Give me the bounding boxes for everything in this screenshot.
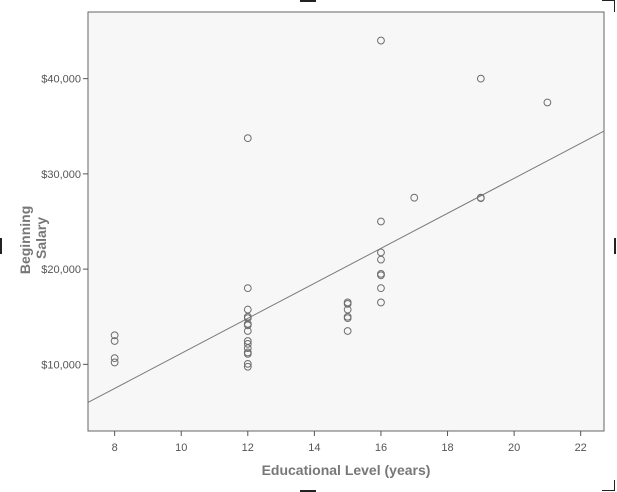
data-points [110, 36, 552, 371]
regression-line [87, 130, 605, 403]
data-point [343, 327, 352, 335]
resize-handle-top[interactable] [300, 0, 316, 2]
x-tick-label: 8 [112, 442, 118, 454]
data-point [377, 36, 385, 45]
y-tick-label: $10,000 [41, 359, 81, 371]
data-point [110, 354, 119, 363]
y-tick-label: $30,000 [41, 169, 81, 181]
resize-handle-top-right[interactable] [602, 0, 614, 1]
data-point [377, 298, 385, 307]
data-point [410, 193, 419, 202]
data-point [243, 327, 252, 335]
y-axis-title-line-1: Beginning [17, 206, 33, 274]
data-point [243, 344, 252, 353]
data-point [377, 284, 385, 293]
data-point [110, 358, 119, 367]
x-tick-label: 22 [575, 442, 587, 454]
data-point [110, 331, 119, 340]
x-tick-label: 12 [242, 442, 254, 454]
y-axis-title: Beginning Salary [17, 202, 49, 274]
data-point [243, 349, 252, 358]
y-tick-label: $20,000 [41, 264, 81, 276]
y-tick-label: $40,000 [41, 74, 81, 86]
data-point [110, 337, 119, 345]
data-point [243, 362, 252, 371]
resize-handle-bottom-right-v[interactable] [614, 480, 615, 491]
data-point [543, 98, 552, 107]
x-tick-label: 10 [175, 442, 187, 454]
data-point [243, 359, 252, 368]
plot-area [87, 11, 605, 432]
resize-handle-bottom-right[interactable] [602, 490, 614, 491]
resize-handle-top-right-v[interactable] [614, 0, 615, 12]
data-point [377, 217, 385, 226]
data-point [243, 339, 252, 348]
x-axis: 8 10 12 14 16 18 20 22 [112, 431, 587, 454]
x-tick-label: 20 [508, 442, 520, 454]
y-axis: $10,000 $20,000 $30,000 $40,000 [41, 74, 88, 371]
data-point [343, 314, 352, 323]
data-point [476, 74, 485, 83]
data-point [476, 194, 485, 203]
data-point [243, 134, 252, 143]
data-point [377, 271, 385, 280]
x-tick-label: 14 [308, 442, 320, 454]
x-axis-title: Educational Level (years) [262, 462, 431, 478]
data-point [243, 284, 252, 293]
resize-handle-right[interactable] [614, 238, 616, 254]
data-point [343, 299, 352, 308]
y-axis-title-line-2: Salary [33, 217, 49, 259]
x-tick-label: 16 [375, 442, 387, 454]
data-point [243, 321, 252, 330]
resize-handle-left[interactable] [0, 238, 2, 254]
data-point [377, 255, 385, 264]
resize-handle-bottom[interactable] [300, 490, 316, 492]
x-tick-label: 18 [441, 442, 453, 454]
